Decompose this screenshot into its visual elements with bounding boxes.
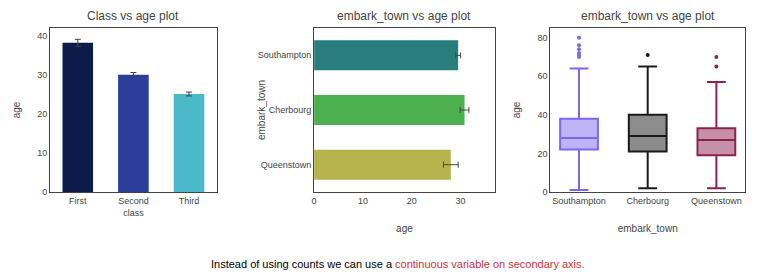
svg-text:10: 10: [358, 196, 368, 206]
svg-text:30: 30: [456, 196, 466, 206]
svg-text:40: 40: [538, 110, 548, 120]
svg-text:embark_town vs age plot: embark_town vs age plot: [337, 9, 471, 23]
svg-text:Cherbourg: Cherbourg: [269, 105, 312, 115]
svg-text:60: 60: [538, 71, 548, 81]
svg-text:20: 20: [407, 196, 417, 206]
svg-text:Class vs age plot: Class vs age plot: [87, 9, 179, 23]
svg-text:age: age: [511, 101, 522, 118]
svg-text:40: 40: [37, 31, 47, 41]
svg-text:0: 0: [42, 187, 47, 197]
svg-text:embark_town: embark_town: [256, 80, 267, 140]
svg-text:Queenstown: Queenstown: [261, 160, 312, 170]
svg-text:30: 30: [37, 70, 47, 80]
svg-text:0: 0: [312, 196, 317, 206]
svg-text:age: age: [396, 223, 413, 234]
svg-text:Queenstown: Queenstown: [691, 196, 742, 206]
svg-text:First: First: [69, 196, 87, 206]
svg-text:20: 20: [538, 149, 548, 159]
svg-text:80: 80: [538, 33, 548, 43]
svg-text:Southampton: Southampton: [258, 50, 312, 60]
svg-text:20: 20: [37, 109, 47, 119]
svg-text:10: 10: [37, 148, 47, 158]
svg-text:Secondclass: Secondclass: [118, 196, 149, 218]
svg-text:Southampton: Southampton: [552, 196, 606, 206]
svg-text:embark_town: embark_town: [618, 223, 678, 234]
svg-text:0: 0: [543, 187, 548, 197]
svg-text:age: age: [11, 101, 22, 118]
svg-text:Cherbourg: Cherbourg: [626, 196, 669, 206]
svg-text:embark_town vs age plot: embark_town vs age plot: [581, 9, 715, 23]
svg-text:Instead of using counts we can: Instead of using counts we can use a con…: [211, 258, 585, 270]
svg-text:Third: Third: [179, 196, 200, 206]
